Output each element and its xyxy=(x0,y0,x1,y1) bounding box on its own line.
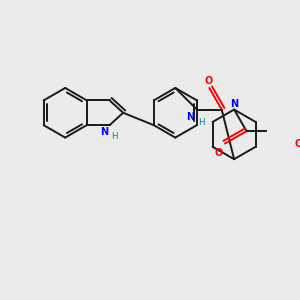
Text: O: O xyxy=(215,148,223,158)
Text: N: N xyxy=(230,99,238,109)
Text: N: N xyxy=(100,127,108,137)
Text: O: O xyxy=(204,76,212,86)
Text: O: O xyxy=(295,139,300,148)
Text: H: H xyxy=(198,118,204,127)
Text: N: N xyxy=(186,112,194,122)
Text: H: H xyxy=(111,132,118,141)
